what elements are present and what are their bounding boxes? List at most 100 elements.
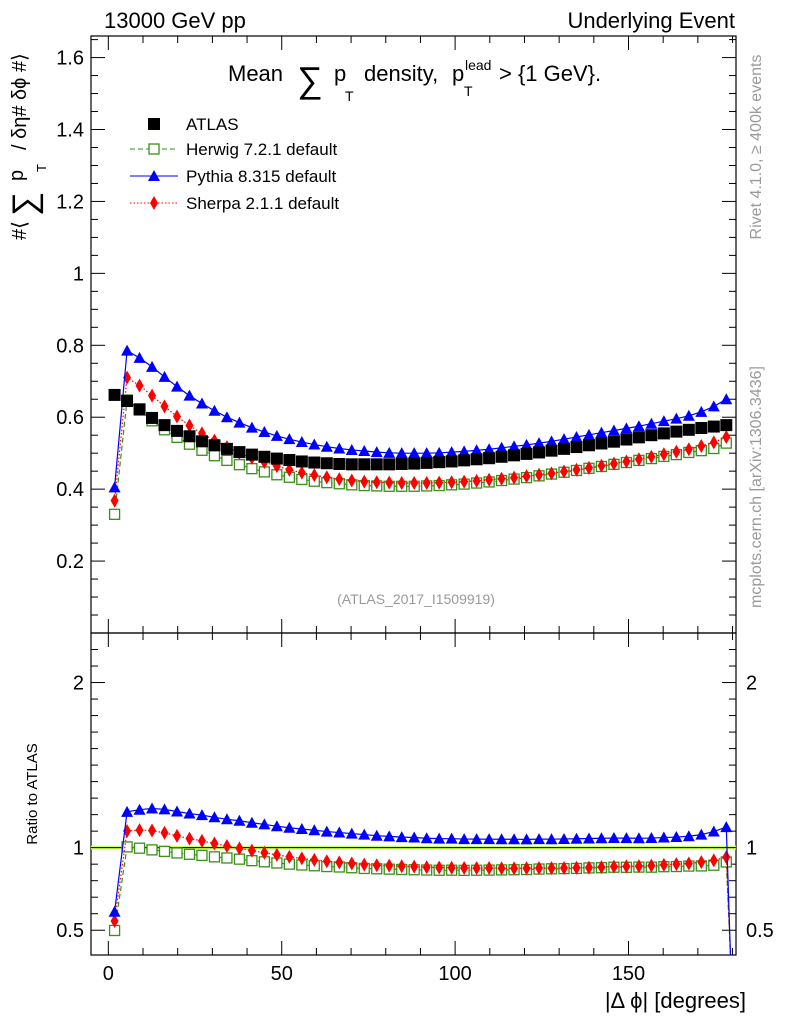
pythia-ratio-point xyxy=(395,831,408,843)
sherpa-ratio-point xyxy=(360,857,369,872)
sherpa-ratio-point xyxy=(197,833,206,848)
mcplots-label: mcplots.cern.ch [arXiv:1306.3436] xyxy=(748,366,765,608)
pythia-ratio-point xyxy=(607,832,620,844)
ratio-tick-label-right: 0.5 xyxy=(746,920,774,942)
atlas-point xyxy=(720,419,733,432)
atlas-point xyxy=(171,424,183,437)
sherpa-ratio-point xyxy=(622,859,631,874)
sherpa-point xyxy=(447,475,456,490)
pythia-ratio-point xyxy=(682,830,695,842)
pythia-ratio-point xyxy=(420,832,433,844)
axis-ticks: 0.2 0.4 0.6 0.8 1 1.2 1.4 1.6 0 50 100 150 0.5 0.5 1 1 2… xyxy=(56,36,774,985)
legend-entry-atlas: ATLAS xyxy=(148,115,239,134)
pythia-point xyxy=(383,446,396,458)
pythia-ratio-point xyxy=(433,832,446,844)
sherpa-point xyxy=(410,476,419,491)
sherpa-ratio-point xyxy=(110,914,119,929)
sherpa-point xyxy=(335,472,344,487)
sherpa-ratio-point xyxy=(397,859,406,874)
atlas-point xyxy=(682,423,695,436)
y-tick-label: 0.8 xyxy=(56,335,84,357)
pythia-ratio-point xyxy=(383,830,396,842)
pythia-point xyxy=(433,446,446,458)
sherpa-ratio-point xyxy=(497,861,506,876)
sherpa-ratio-point xyxy=(297,851,306,866)
sherpa-point xyxy=(372,475,381,490)
pythia-point xyxy=(121,344,134,356)
ratio-panel-frame xyxy=(90,632,737,956)
pythia-ratio-point xyxy=(295,822,308,834)
legend-label-atlas: ATLAS xyxy=(186,115,239,134)
sherpa-ratio-point xyxy=(272,847,281,862)
sherpa-point xyxy=(634,452,643,467)
pythia-ratio-point xyxy=(121,805,134,817)
atlas-point xyxy=(108,388,121,401)
pythia-point xyxy=(558,433,570,445)
pythia-point xyxy=(632,420,645,432)
sherpa-ratio-point xyxy=(310,852,319,867)
sherpa-ratio-point xyxy=(634,859,643,874)
pythia-point xyxy=(258,425,271,437)
pythia-ratio-point xyxy=(707,825,720,837)
sherpa-point xyxy=(148,388,157,403)
legend-entry-pythia: Pythia 8.315 default xyxy=(130,167,337,186)
atlas-point xyxy=(607,435,620,448)
sherpa-ratio-point xyxy=(647,858,656,873)
title-sup-lead: lead xyxy=(465,57,491,73)
pythia-point xyxy=(470,444,483,456)
herwig-ratio-point xyxy=(133,842,146,854)
atlas-point xyxy=(420,456,433,469)
pythia-ratio-point xyxy=(345,827,358,839)
herwig-ratio-point xyxy=(233,853,246,865)
pythia-ratio-point xyxy=(483,833,496,845)
sherpa-ratio-point xyxy=(522,861,531,876)
sherpa-point xyxy=(522,469,531,484)
header-process-label: Underlying Event xyxy=(567,8,735,33)
pythia-ratio-point xyxy=(183,807,196,819)
title-sum-symbol: ∑ xyxy=(297,59,323,100)
sherpa-ratio-point xyxy=(697,855,706,870)
title-p-lead: p xyxy=(452,61,464,86)
x-tick-label: 150 xyxy=(612,963,645,985)
sherpa-point xyxy=(697,438,706,453)
pythia-ratio-point xyxy=(133,803,146,815)
pythia-point xyxy=(233,416,246,428)
sherpa-ratio-point xyxy=(335,855,344,870)
sherpa-point xyxy=(622,454,631,469)
y-axis-label: #⟨ ∑ p T / δη# δϕ #⟩ xyxy=(6,53,49,240)
pythia-line xyxy=(113,349,727,488)
pythia-point xyxy=(670,412,683,424)
atlas-point xyxy=(183,430,196,443)
atlas-point xyxy=(320,457,333,470)
pythia-point xyxy=(345,443,358,455)
pythia-ratio-point xyxy=(670,831,683,843)
pythia-point xyxy=(420,447,433,459)
legend-label-sherpa: Sherpa 2.1.1 default xyxy=(186,194,339,213)
atlas-point xyxy=(208,439,221,452)
atlas-point xyxy=(508,449,521,462)
atlas-point xyxy=(645,429,658,442)
ratio-tick-label-right: 2 xyxy=(746,673,757,695)
sherpa-ratio-point xyxy=(547,861,556,876)
atlas-point xyxy=(270,452,283,465)
herwig-ratio-point xyxy=(208,851,221,863)
atlas-point xyxy=(220,442,233,455)
atlas-point xyxy=(345,458,358,471)
legend-label-pythia: Pythia 8.315 default xyxy=(186,167,337,186)
herwig-ratio-point xyxy=(158,845,171,858)
sherpa-point xyxy=(360,474,369,489)
sherpa-point xyxy=(560,464,568,479)
sherpa-ratio-point xyxy=(510,861,519,876)
pythia-point xyxy=(146,360,159,372)
pythia-ratio-point xyxy=(233,814,246,826)
atlas-point xyxy=(433,456,446,469)
sherpa-ratio-point xyxy=(247,843,256,858)
title-sub-T2: T xyxy=(464,83,473,99)
pythia-point xyxy=(283,433,296,445)
herwig-point xyxy=(108,508,121,520)
atlas-point xyxy=(370,458,383,471)
pythia-ratio-point xyxy=(245,816,258,828)
chart-title: Mean ∑ p T density, p lead T > {1 GeV}. xyxy=(228,57,601,104)
sherpa-point xyxy=(709,435,718,450)
pythia-ratio-point xyxy=(445,832,458,844)
